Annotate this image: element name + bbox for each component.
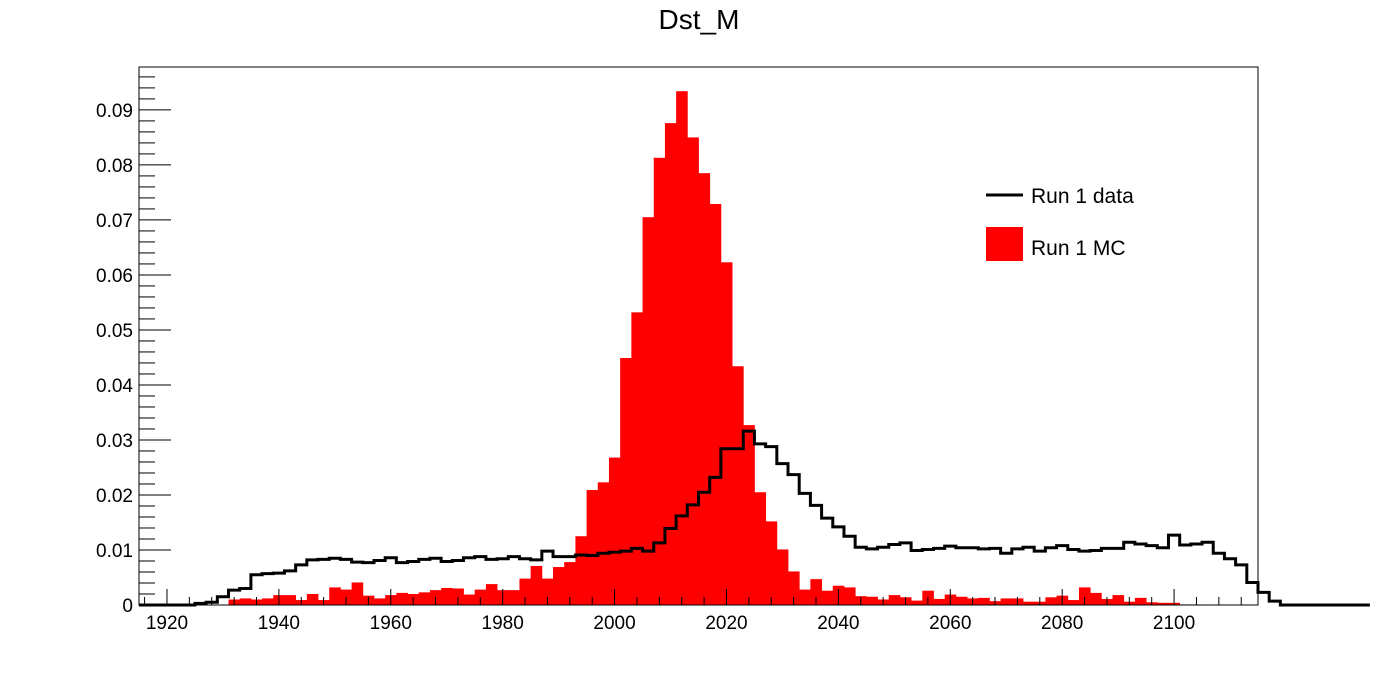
x-tick-label: 2100: [1153, 613, 1195, 634]
mc-bar: [329, 587, 341, 605]
x-tick-label: 2060: [929, 613, 971, 634]
y-tick-label: 0.05: [96, 321, 133, 342]
mc-bar: [441, 587, 453, 605]
legend-mc-fill-swatch: [986, 227, 1023, 261]
mc-bar: [788, 571, 800, 605]
mc-bar: [485, 584, 498, 605]
mc-bar: [843, 587, 856, 605]
mc-bar: [653, 157, 666, 605]
mc-bar: [1157, 602, 1169, 605]
mc-bar: [799, 589, 811, 605]
y-axis: 0 0.01 0.02 0.03 0.04 0.05 0.06 0.07 0.08 0.09: [96, 76, 171, 617]
mc-bar: [776, 549, 789, 605]
mc-bar: [1045, 597, 1057, 605]
y-tick-label: 0.08: [96, 156, 133, 177]
data-histogram-step-line: [139, 429, 1370, 607]
mc-bar: [351, 582, 364, 605]
mc-bar: [676, 91, 688, 606]
mc-bar: [373, 598, 386, 605]
mc-bar: [1090, 592, 1102, 605]
mc-bar: [306, 593, 319, 605]
x-tick-label: 1920: [146, 613, 188, 634]
x-tick-label: 1960: [370, 613, 412, 634]
chart-title: Dst_M: [658, 4, 740, 35]
legend: Run 1 data Run 1 MC: [986, 185, 1134, 261]
legend-mc-label: Run 1 MC: [1031, 237, 1126, 260]
mc-bar: [888, 595, 901, 605]
mc-bar: [586, 490, 599, 605]
mc-bar: [608, 457, 621, 605]
mc-bar: [866, 596, 878, 605]
x-tick-label: 2000: [593, 613, 635, 634]
mc-bar: [642, 217, 655, 605]
mc-bar: [620, 358, 632, 605]
plot-frame: [138, 66, 1259, 606]
mc-bar: [452, 588, 464, 605]
mc-bar: [698, 173, 711, 605]
y-tick-label: 0: [122, 596, 133, 617]
x-tick-label: 2040: [817, 613, 859, 634]
mc-bar: [631, 312, 643, 605]
mc-bar: [810, 579, 822, 605]
x-tick-label: 2020: [705, 613, 747, 634]
mc-bar: [541, 578, 554, 605]
mc-bar: [239, 598, 252, 605]
mc-bar: [1023, 601, 1035, 605]
mc-bar: [519, 578, 532, 605]
legend-data-label: Run 1 data: [1031, 185, 1134, 208]
mc-histogram-bars: [228, 91, 1203, 606]
mc-bar: [664, 123, 677, 606]
mc-bar: [508, 590, 520, 605]
mc-bar: [720, 262, 733, 605]
mc-bar: [754, 492, 767, 605]
mc-bar: [418, 592, 431, 605]
mc-bar: [732, 366, 744, 605]
mc-bar: [597, 482, 610, 605]
mc-bar: [1067, 600, 1080, 605]
y-tick-label: 0.06: [96, 266, 133, 287]
y-tick-label: 0.02: [96, 486, 133, 507]
x-axis: 1920 1940 1960 1980 2000 2020 2040 2060 2080 2100: [144, 589, 1242, 634]
mc-bar: [530, 565, 543, 605]
mc-bar: [575, 536, 587, 605]
mc-bar: [1078, 587, 1091, 605]
mc-bar: [978, 597, 990, 605]
y-tick-label: 0.03: [96, 431, 133, 452]
mc-bar: [463, 594, 476, 605]
x-tick-label: 1980: [482, 613, 524, 634]
mc-bar: [955, 596, 968, 605]
mc-bar: [262, 598, 274, 605]
mc-bar: [284, 595, 297, 605]
mc-bar: [1134, 597, 1147, 605]
mc-bar: [553, 567, 565, 605]
mc-bar: [765, 521, 778, 605]
mc-bar: [743, 425, 755, 605]
mc-bar: [709, 203, 722, 605]
y-tick-label: 0.01: [96, 541, 133, 562]
y-tick-label: 0.07: [96, 211, 133, 232]
mc-bar: [396, 592, 408, 605]
x-tick-label: 1940: [258, 613, 300, 634]
mc-bar: [1112, 595, 1125, 605]
mc-bar: [564, 562, 576, 605]
y-tick-label: 0.09: [96, 101, 133, 122]
mc-bar: [1000, 598, 1013, 605]
mc-bar: [911, 600, 923, 605]
mc-bar: [821, 590, 834, 605]
mc-bar: [687, 137, 699, 605]
x-tick-label: 2080: [1041, 613, 1083, 634]
mc-bar: [933, 598, 946, 605]
y-tick-label: 0.04: [96, 376, 133, 397]
